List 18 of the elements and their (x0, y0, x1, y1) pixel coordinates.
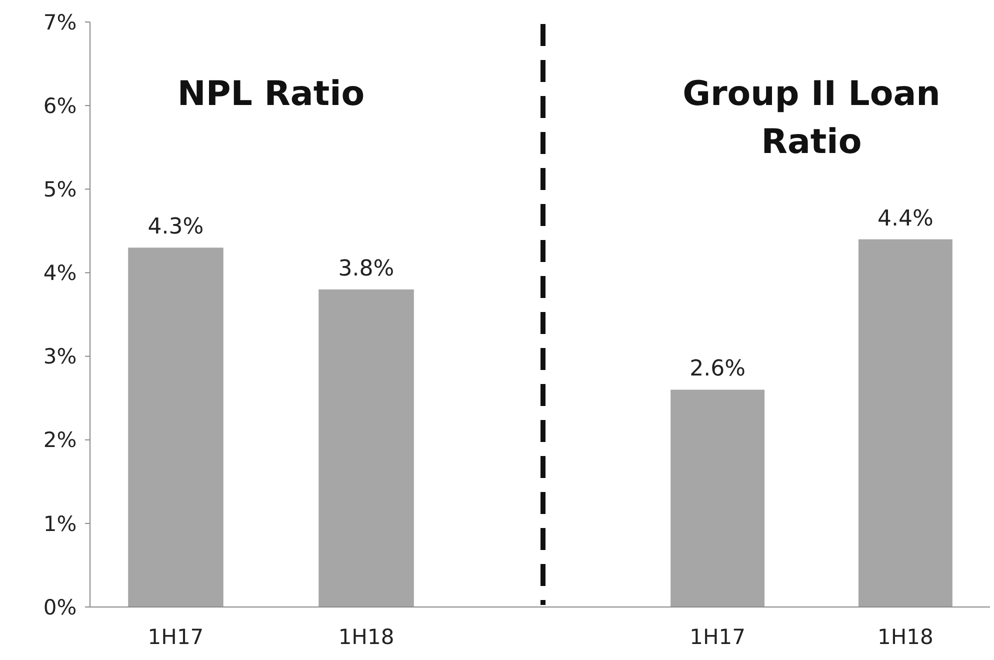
y-tick-label: 6% (43, 94, 77, 118)
data-label: 2.6% (690, 356, 746, 382)
x-tick-label: 1H17 (148, 625, 204, 649)
y-tick-label: 5% (43, 177, 77, 202)
text: NPL Ratio (177, 74, 365, 114)
y-tick-label: 2% (43, 428, 77, 452)
y-tick-label: 0% (43, 595, 77, 620)
data-label: 4.4% (877, 206, 934, 232)
text: Group II Loan Ratio (682, 74, 940, 162)
y-tick-label: 3% (43, 344, 77, 369)
y-tick-label: 4% (43, 261, 77, 286)
x-tick-label: 1H17 (690, 625, 746, 649)
x-tick-label: 1H18 (878, 625, 934, 649)
x-tick-label: 1H18 (338, 625, 394, 649)
y-tick-label: 1% (43, 512, 77, 536)
y-tick-label: 7% (43, 10, 77, 34)
data-label: 4.3% (148, 214, 204, 240)
data-label: 3.8% (338, 256, 394, 282)
